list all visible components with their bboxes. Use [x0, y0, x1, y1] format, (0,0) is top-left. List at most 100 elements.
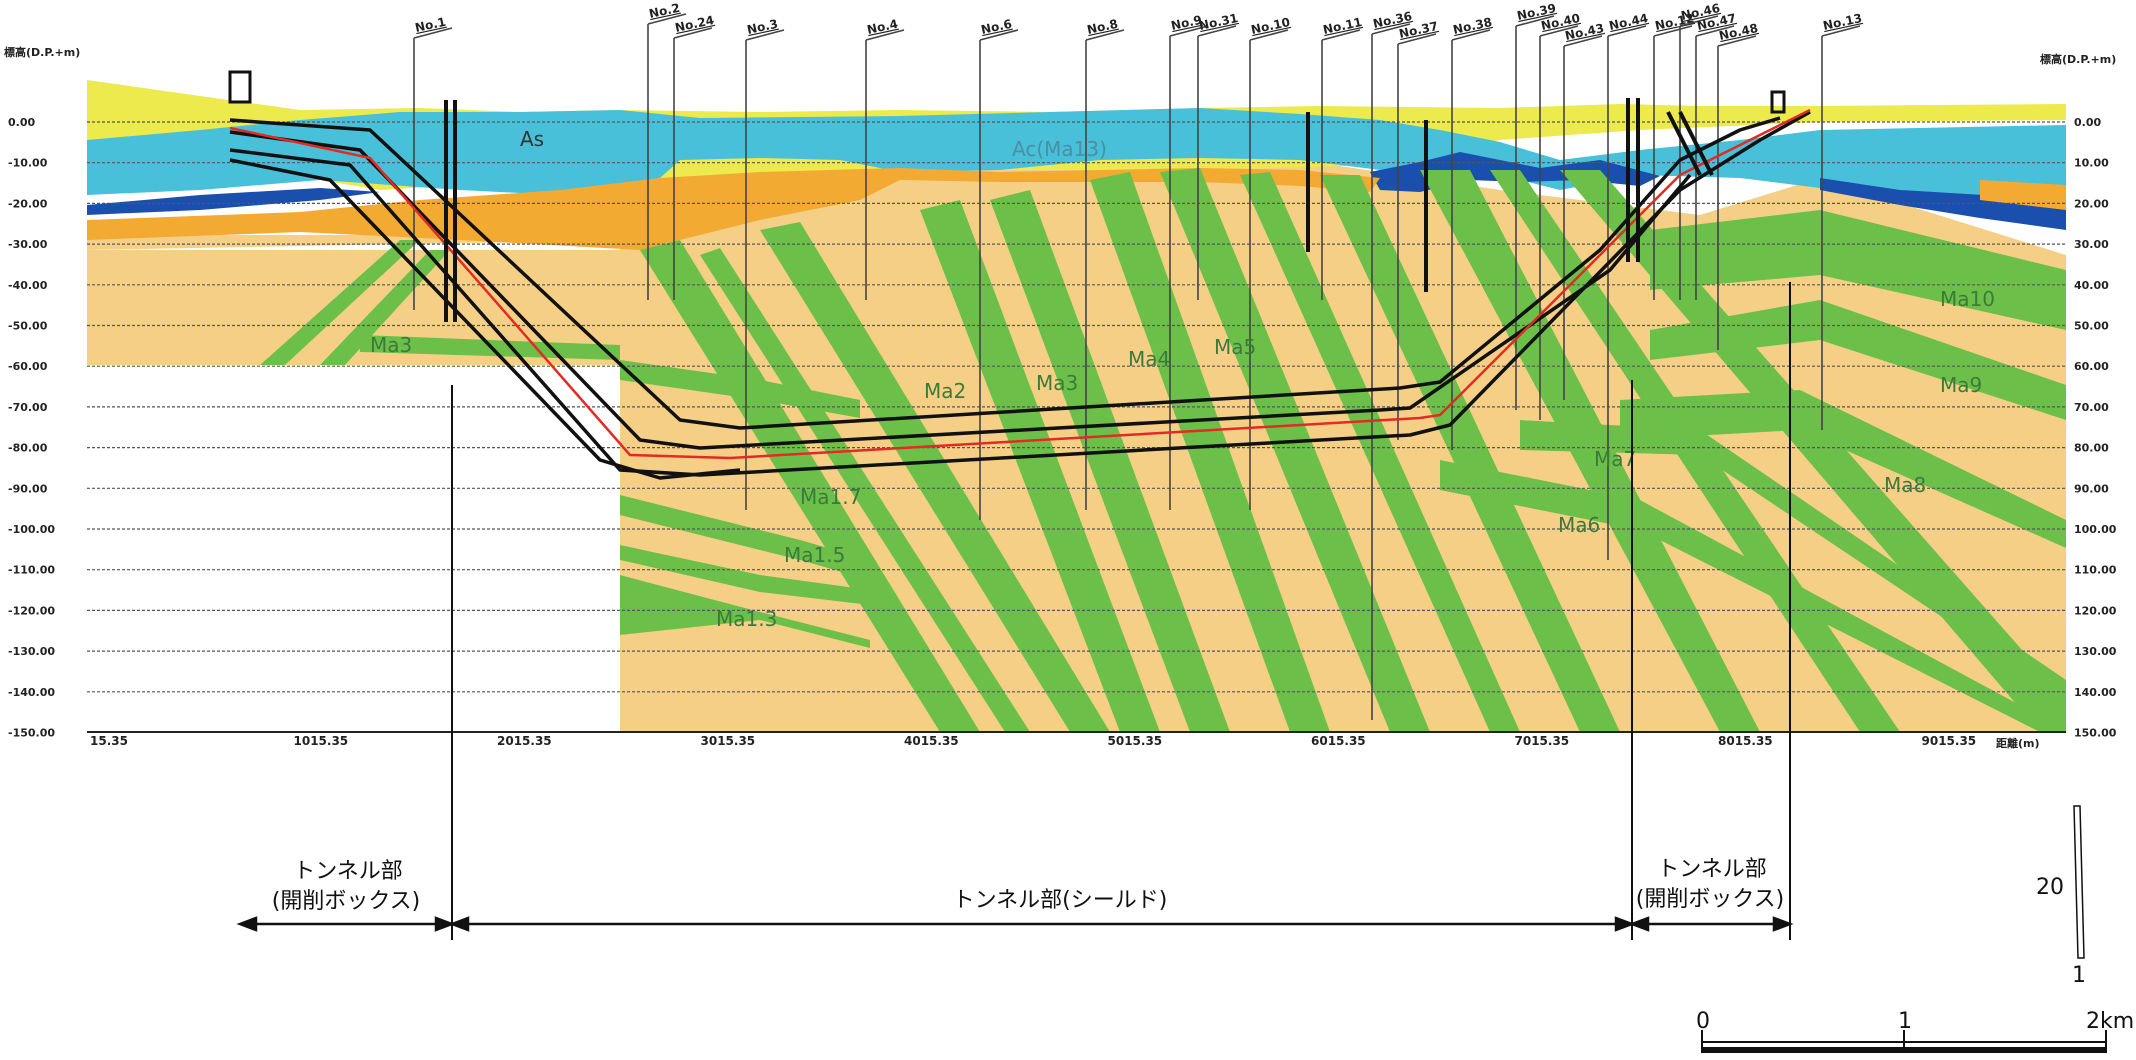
- borehole-label: No.10: [1250, 15, 1292, 37]
- borehole-label: No.11: [1322, 15, 1364, 37]
- layer-blue-clay-far-right: [1820, 178, 2066, 230]
- borehole-leader: [1515, 15, 1555, 27]
- layer-label-ma8: Ma8: [1884, 473, 1926, 497]
- diag-band-08: [1240, 172, 1520, 732]
- layer-label-ma3-mid: Ma3: [1036, 371, 1078, 395]
- ma9-band: [1650, 300, 2066, 420]
- exaggeration-bottom: 1: [2072, 963, 2086, 988]
- borehole-label: No.6: [980, 17, 1013, 37]
- scale-label-0: 0: [1696, 1009, 1710, 1034]
- y-tick-label-left: -70.00: [8, 401, 48, 414]
- sand-left-upper: [87, 250, 620, 365]
- y-tick-label-left: -10.00: [8, 157, 48, 170]
- y-tick-label-left: -60.00: [8, 360, 48, 373]
- y-tick-label-left: -50.00: [8, 320, 48, 333]
- borehole-leader: [1539, 25, 1579, 37]
- y-tick-label-right: 30.00: [2074, 238, 2109, 251]
- x-tick-label: 4015.35: [904, 734, 959, 748]
- layer-label-ma1-7: Ma1.7: [800, 485, 861, 509]
- green-strata: [260, 168, 2066, 732]
- ma1-3-band: [620, 575, 870, 648]
- layer-label-ma7: Ma7: [1594, 447, 1636, 471]
- y-tick-label-left: -110.00: [8, 564, 55, 577]
- y-tick-label-right: 80.00: [2074, 442, 2109, 455]
- arrowhead-left-end: [434, 916, 456, 932]
- x-tick-label: 6015.35: [1311, 734, 1366, 748]
- borehole-leader: [1169, 25, 1209, 37]
- section-right-label-1: トンネル部: [1657, 857, 1767, 882]
- exaggeration-top: 20: [2036, 875, 2064, 900]
- y-tick-label-right: 110.00: [2074, 564, 2117, 577]
- y-tick-label-left: 0.00: [8, 116, 35, 129]
- scale-label-1: 1: [1898, 1009, 1912, 1034]
- y-tick-label-right: 100.00: [2074, 523, 2117, 536]
- y-tick-label-right: 0.00: [2074, 116, 2101, 129]
- x-axis-title: 距離(m): [1996, 736, 2040, 750]
- ma1-5-band: [620, 545, 870, 605]
- borehole-leader: [745, 29, 785, 41]
- y-tick-label-left: -120.00: [8, 604, 55, 617]
- ma8-band: [1620, 390, 2066, 548]
- layer-label-ma3-left: Ma3: [370, 333, 412, 357]
- x-tick-label: 9015.35: [1922, 734, 1977, 748]
- borehole-leader: [673, 27, 713, 39]
- portal-right: [1770, 90, 1786, 114]
- y-tick-label-right: 10.00: [2074, 157, 2109, 170]
- arrowhead-right-start: [1628, 916, 1650, 932]
- layer-labels: As Ac(Ma13) Ma3 Ma2 Ma3 Ma4 Ma5 Ma1.7 Ma…: [370, 127, 1995, 631]
- tunnel-lower-line-1: [229, 110, 1811, 477]
- y-tick-label-right: 140.00: [2074, 686, 2117, 699]
- diag-band-03: [760, 222, 1110, 732]
- y-tick-label-right: 70.00: [2074, 401, 2109, 414]
- borehole-label: No.1: [414, 15, 447, 35]
- borehole-leader: [1821, 25, 1861, 37]
- y-tick-label-left: -130.00: [8, 645, 55, 658]
- ma1-7-band: [620, 495, 870, 580]
- borehole-label: No.31: [1198, 11, 1240, 33]
- x-tick-label: 3015.35: [701, 734, 756, 748]
- y-tick-label-left: -140.00: [8, 686, 55, 699]
- borehole-leader: [1653, 25, 1693, 37]
- section-left-label-1: トンネル部: [293, 859, 403, 884]
- y-tick-label-left: -20.00: [8, 197, 48, 210]
- shafts: [228, 70, 1786, 322]
- section-arrows: [236, 916, 1794, 932]
- scale-bar: 0 1 2km: [1696, 1009, 2134, 1053]
- layer-label-ma6: Ma6: [1558, 513, 1600, 537]
- borehole-label: No.44: [1608, 11, 1650, 33]
- section-left-label-2: (開削ボックス): [272, 889, 421, 914]
- y-tick-label-left: -80.00: [8, 442, 48, 455]
- y-tick-label-right: 90.00: [2074, 482, 2109, 495]
- borehole-leader: [1085, 29, 1125, 41]
- borehole-leader: [865, 29, 905, 41]
- borehole-label: No.2: [648, 1, 681, 21]
- portal-left: [228, 70, 252, 104]
- section-right-label-2: (開削ボックス): [1636, 887, 1785, 912]
- y-axis-labels-right: 0.00 10.00 20.00 30.00 40.00 50.00 60.00 70.00 8…: [2074, 116, 2117, 740]
- shaft-right-3: [1666, 111, 1702, 176]
- vertical-exaggeration: 20 1: [2036, 805, 2086, 988]
- x-tick-label: 1015.35: [294, 734, 349, 748]
- x-tick-label: 2015.35: [497, 734, 552, 748]
- section-middle-label: トンネル部(シールド): [953, 888, 1168, 913]
- borehole-leader: [1695, 25, 1735, 37]
- borehole-leader: [979, 29, 1019, 41]
- diag-band-12: [1560, 170, 2066, 732]
- layer-label-ma2: Ma2: [924, 379, 966, 403]
- tunnel-lower-line-2: [229, 158, 741, 480]
- arrowhead-left-start: [236, 916, 258, 932]
- x-tick-label: 8015.35: [1718, 734, 1773, 748]
- borehole-label: No.8: [1086, 17, 1119, 37]
- section-labels: トンネル部 (開削ボックス) トンネル部(シールド) トンネル部 (開削ボックス…: [272, 857, 1785, 914]
- right-axis-title: 標高(D.P.+m): [2040, 52, 2116, 66]
- boreholes: No.1No.2No.24 No.3 No.4 No.6 No.8 No.9No.31 No…: [413, 1, 1863, 720]
- borehole-label: No.9: [1170, 13, 1203, 33]
- borehole-leader: [1371, 23, 1411, 35]
- shaft-right-4: [1678, 111, 1714, 176]
- ma10-band: [1650, 210, 2066, 330]
- diag-band-07: [1160, 168, 1430, 732]
- y-tick-label-left: -30.00: [8, 238, 48, 251]
- section-dividers: [451, 282, 1791, 940]
